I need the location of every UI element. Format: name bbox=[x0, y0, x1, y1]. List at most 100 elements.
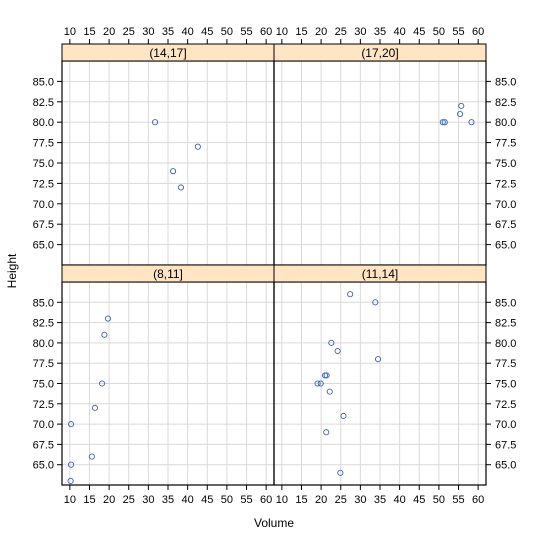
y-tick-label-right: 82.5 bbox=[495, 97, 516, 109]
x-tick-label-bottom: 50 bbox=[221, 494, 233, 506]
y-tick-label-right: 67.5 bbox=[495, 439, 516, 451]
data-point-bottom-right bbox=[323, 429, 330, 436]
x-tick-label-bottom: 50 bbox=[433, 494, 445, 506]
x-tick-label-bottom: 10 bbox=[276, 494, 288, 506]
x-tick-label-bottom: 15 bbox=[83, 494, 95, 506]
x-tick-label-top: 30 bbox=[354, 26, 366, 38]
y-tick-label-left: 75.0 bbox=[33, 379, 54, 391]
x-tick-label-top: 15 bbox=[295, 26, 307, 38]
y-tick-label-left: 80.0 bbox=[33, 117, 54, 129]
data-point-top-left bbox=[194, 143, 201, 150]
x-tick-label-bottom: 60 bbox=[260, 494, 272, 506]
x-tick-label-top: 45 bbox=[413, 26, 425, 38]
x-tick-label-bottom: 45 bbox=[201, 494, 213, 506]
x-tick-label-top: 55 bbox=[452, 26, 464, 38]
data-point-bottom-left bbox=[88, 453, 95, 460]
y-tick-label-left: 85.0 bbox=[33, 76, 54, 88]
x-tick-label-top: 20 bbox=[103, 26, 115, 38]
x-tick-label-top: 35 bbox=[162, 26, 174, 38]
x-tick-label-top: 25 bbox=[335, 26, 347, 38]
data-point-bottom-right bbox=[374, 356, 382, 363]
strip-label-bottom-right: (11,14] bbox=[362, 267, 398, 281]
data-point-bottom-left bbox=[98, 380, 106, 387]
data-point-bottom-right bbox=[314, 380, 321, 387]
strip-label-top-left: (14,17] bbox=[149, 46, 186, 60]
x-tick-label-bottom: 60 bbox=[472, 494, 484, 506]
x-tick-label-bottom: 20 bbox=[315, 494, 327, 506]
y-tick-label-right: 65.0 bbox=[495, 460, 516, 472]
y-tick-label-right: 85.0 bbox=[495, 297, 516, 309]
x-tick-label-top: 60 bbox=[472, 26, 484, 38]
y-tick-label-right: 77.5 bbox=[495, 358, 516, 370]
y-tick-label-right: 75.0 bbox=[495, 379, 516, 391]
data-point-bottom-left bbox=[67, 477, 74, 484]
data-point-bottom-right bbox=[317, 380, 324, 387]
data-point-bottom-left bbox=[67, 421, 75, 428]
data-point-bottom-right bbox=[326, 388, 333, 395]
grid-lines bbox=[62, 61, 486, 485]
y-tick-label-right: 70.0 bbox=[495, 419, 516, 431]
y-tick-label-left: 67.5 bbox=[33, 439, 54, 451]
y-tick-label-left: 65.0 bbox=[33, 460, 54, 472]
data-point-top-right bbox=[439, 119, 446, 126]
x-tick-label-bottom: 25 bbox=[123, 494, 135, 506]
x-tick-label-top: 40 bbox=[182, 26, 194, 38]
x-tick-label-top: 10 bbox=[64, 26, 76, 38]
y-tick-label-left: 72.5 bbox=[33, 178, 54, 190]
x-tick-label-bottom: 20 bbox=[103, 494, 115, 506]
y-tick-label-right: 85.0 bbox=[495, 76, 516, 88]
x-tick-label-bottom: 35 bbox=[374, 494, 386, 506]
data-point-bottom-right bbox=[372, 299, 379, 306]
x-tick-label-bottom: 25 bbox=[335, 494, 347, 506]
data-point-top-left bbox=[170, 168, 177, 175]
data-point-bottom-right bbox=[323, 372, 330, 379]
y-tick-label-left: 77.5 bbox=[33, 358, 54, 370]
y-tick-label-left: 80.0 bbox=[33, 338, 54, 350]
x-tick-label-top: 20 bbox=[315, 26, 327, 38]
x-tick-label-top: 30 bbox=[142, 26, 154, 38]
data-point-bottom-right bbox=[347, 291, 354, 298]
data-point-top-right bbox=[458, 102, 465, 109]
x-tick-label-bottom: 30 bbox=[354, 494, 366, 506]
x-tick-label-top: 15 bbox=[83, 26, 95, 38]
y-tick-label-left: 70.0 bbox=[33, 199, 54, 211]
data-point-top-right bbox=[441, 119, 448, 126]
data-point-top-right bbox=[468, 119, 475, 126]
data-point-bottom-left bbox=[67, 461, 75, 468]
y-tick-label-left: 70.0 bbox=[33, 419, 54, 431]
data-point-top-right bbox=[457, 110, 464, 118]
y-tick-label-right: 65.0 bbox=[495, 240, 516, 252]
data-point-bottom-right bbox=[334, 347, 341, 355]
x-tick-label-top: 35 bbox=[374, 26, 386, 38]
y-tick-label-left: 82.5 bbox=[33, 97, 54, 109]
x-tick-label-bottom: 15 bbox=[295, 494, 307, 506]
x-tick-label-top: 45 bbox=[201, 26, 213, 38]
data-point-bottom-left bbox=[101, 331, 108, 338]
x-tick-label-top: 60 bbox=[260, 26, 272, 38]
y-tick-label-right: 77.5 bbox=[495, 138, 516, 150]
y-tick-label-left: 77.5 bbox=[33, 138, 54, 150]
strip-label-bottom-left: (8,11] bbox=[153, 267, 183, 281]
x-tick-label-top: 55 bbox=[240, 26, 252, 38]
x-tick-label-top: 40 bbox=[394, 26, 406, 38]
x-tick-label-bottom: 45 bbox=[413, 494, 425, 506]
data-point-top-left bbox=[177, 184, 185, 191]
y-tick-label-left: 85.0 bbox=[33, 297, 54, 309]
x-tick-label-bottom: 40 bbox=[394, 494, 406, 506]
y-tick-label-right: 75.0 bbox=[495, 158, 516, 170]
strip-label-top-right: (17,20] bbox=[361, 46, 398, 60]
x-tick-label-bottom: 10 bbox=[64, 494, 76, 506]
y-tick-label-right: 70.0 bbox=[495, 199, 516, 211]
strip-bottom-right bbox=[273, 264, 487, 283]
x-tick-label-bottom: 55 bbox=[240, 494, 252, 506]
data-point-top-left bbox=[151, 119, 159, 126]
data-point-bottom-left bbox=[91, 404, 99, 411]
y-tick-label-right: 72.5 bbox=[495, 399, 516, 411]
y-tick-label-left: 65.0 bbox=[33, 240, 54, 252]
y-tick-label-right: 80.0 bbox=[495, 117, 516, 129]
data-point-bottom-left bbox=[104, 315, 111, 322]
data-point-bottom-right bbox=[328, 339, 335, 346]
x-tick-label-top: 10 bbox=[276, 26, 288, 38]
data-point-bottom-right bbox=[340, 412, 347, 420]
